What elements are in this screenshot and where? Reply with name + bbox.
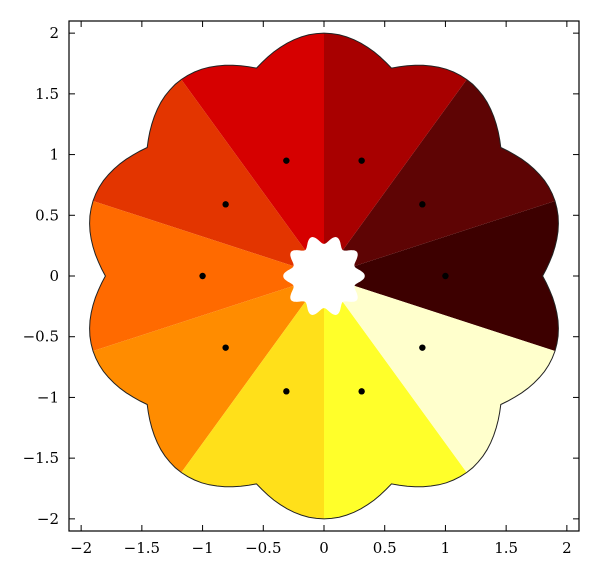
basin-sector [93, 79, 306, 267]
basin-sector [354, 201, 559, 351]
x-tick-label: 2 [562, 539, 572, 557]
y-tick-label: −1.5 [23, 449, 59, 467]
data-point [199, 272, 206, 280]
basin-sector [324, 301, 467, 519]
data-point [222, 201, 229, 208]
x-tick-label: −1 [192, 539, 214, 557]
basin-sector [342, 285, 555, 473]
basin-sector [342, 79, 555, 267]
y-axis: 2 1.5 1 0.5 0 −0.5 −1 −1.5 −2 [23, 24, 579, 528]
x-tick-label: 0.5 [373, 539, 397, 557]
basin-sector [93, 285, 306, 473]
basin-sector [324, 33, 467, 251]
x-tick-label: −0.5 [245, 539, 281, 557]
x-axis: −2 −1.5 −1 −0.5 0 0.5 1 1.5 2 [70, 21, 572, 557]
data-point [358, 388, 365, 395]
x-tick-label: 1 [441, 539, 451, 557]
root-points [199, 157, 449, 395]
data-point [222, 344, 229, 351]
x-tick-label: 0 [319, 539, 329, 557]
data-point [283, 157, 290, 164]
data-point [283, 388, 290, 395]
y-tick-label: 0.5 [35, 206, 59, 224]
y-tick-label: −0.5 [23, 328, 59, 346]
basin-sector [181, 33, 324, 251]
x-tick-label: −1.5 [124, 539, 160, 557]
x-tick-label: −2 [70, 539, 92, 557]
data-point [419, 344, 426, 351]
basin-sector [89, 201, 294, 351]
basin-sector [181, 301, 324, 519]
x-tick-label: 1.5 [494, 539, 518, 557]
basin-outline [89, 32, 559, 520]
y-tick-label: −1 [37, 388, 59, 406]
data-point [358, 157, 365, 164]
y-tick-label: 1.5 [35, 85, 59, 103]
y-tick-label: 0 [49, 267, 59, 285]
y-tick-label: 1 [49, 146, 59, 164]
y-tick-label: −2 [37, 510, 59, 528]
y-tick-label: 2 [49, 24, 59, 42]
data-point [419, 201, 426, 208]
basin-region [89, 32, 559, 520]
data-point [442, 272, 449, 280]
